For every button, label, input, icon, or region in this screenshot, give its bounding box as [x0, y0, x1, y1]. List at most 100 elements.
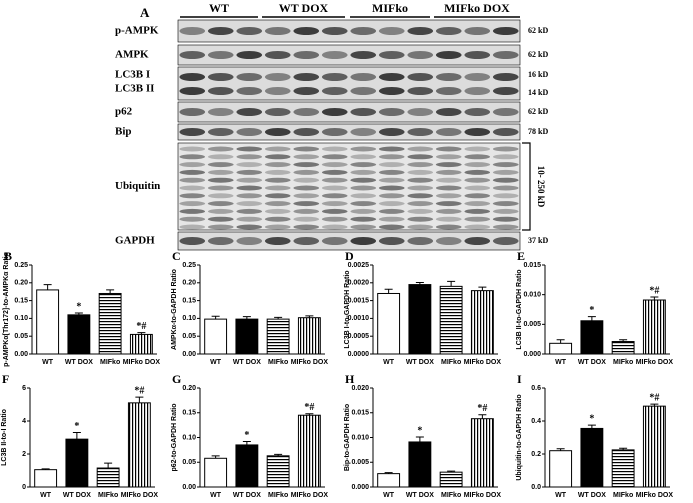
blot-band [350, 169, 377, 175]
panel-label: E [517, 249, 525, 263]
y-axis-label: p-AMPKα[Thr172]-to-AMPKα Ratio [3, 252, 10, 367]
error-bar [478, 414, 487, 419]
blot-band [236, 154, 263, 160]
y-tick-label: 0.15 [182, 297, 196, 304]
panel-label: B [4, 249, 12, 263]
blot-band [321, 128, 348, 136]
size-label: 16 kD [528, 70, 548, 79]
blot-band [350, 177, 377, 183]
x-tick-label: WT [555, 492, 567, 499]
significance: *# [134, 385, 144, 396]
blot-band [492, 162, 519, 168]
error-bar [384, 288, 393, 294]
blot-band [378, 128, 405, 136]
x-tick-label: MIFko DOX [121, 492, 159, 499]
blot-band [179, 169, 206, 175]
error-bar [106, 289, 115, 294]
row-label: LC3B II [115, 83, 154, 95]
blot-band [236, 193, 263, 199]
error-bar [74, 312, 83, 315]
blot-band [492, 128, 519, 136]
error-bar [384, 472, 393, 474]
blot-band [378, 108, 405, 116]
bar [266, 455, 290, 488]
error-bar [587, 316, 596, 321]
error-bar [135, 396, 144, 403]
blot-band [236, 128, 263, 136]
y-tick-label: 0 [22, 484, 26, 491]
blot-band [264, 169, 291, 175]
bar [129, 333, 153, 355]
bar [235, 444, 259, 488]
y-tick-label: 0.0020 [348, 280, 370, 287]
blot-band [350, 27, 377, 35]
blot-band [264, 177, 291, 183]
blot-band [321, 224, 348, 230]
blot-band [378, 177, 405, 183]
blot-band [350, 216, 377, 222]
y-axis-label: Bip-to-GAPDH Ratio [344, 404, 351, 471]
blot-band [492, 216, 519, 222]
bar [204, 457, 228, 488]
x-tick-label: WT [555, 359, 567, 366]
blot-band [492, 51, 519, 59]
blot-band [464, 208, 491, 214]
blot-band [236, 208, 263, 214]
y-tick-label: 0.00 [14, 351, 28, 358]
size-label: 62 kD [528, 50, 548, 59]
blot-band [321, 185, 348, 191]
y-tick-label: 0.010 [523, 292, 541, 299]
blot-band [264, 154, 291, 160]
blot-band [264, 108, 291, 116]
blot-band [378, 185, 405, 191]
blot-band [407, 237, 434, 245]
panel-label: H [345, 372, 355, 386]
y-axis-label: LC3B II-to-GAPDH Ratio [516, 269, 523, 349]
x-tick-label: MIFko [98, 492, 118, 499]
blot-band [207, 177, 234, 183]
blot-band [464, 216, 491, 222]
error-bar [41, 468, 50, 470]
blot-band [435, 154, 462, 160]
blot-band [435, 128, 462, 136]
blot-band [179, 154, 206, 160]
bar [34, 469, 58, 488]
blot-band [492, 27, 519, 35]
blot-band [321, 201, 348, 207]
blot-band [179, 162, 206, 168]
bar [580, 427, 604, 488]
y-tick-label: 0.20 [182, 385, 196, 392]
blot-band [407, 208, 434, 214]
blot-band [350, 162, 377, 168]
row-label: LC3B I [115, 69, 150, 81]
blot-band [236, 162, 263, 168]
blot-band [293, 185, 320, 191]
blot-band [492, 208, 519, 214]
x-tick-label: MIFko DOX [464, 492, 502, 499]
panel-label: C [172, 249, 181, 263]
y-tick-label: 0.000 [351, 484, 369, 491]
x-tick-label: WT DOX [233, 359, 261, 366]
blot-band [435, 162, 462, 168]
y-tick-label: 2 [22, 451, 26, 458]
size-label: 62 kD [528, 26, 548, 35]
size-label: 62 kD [528, 107, 548, 116]
bar [204, 318, 228, 355]
blot-band [179, 208, 206, 214]
blot-strip [177, 44, 521, 66]
blot-band [464, 51, 491, 59]
bar [408, 441, 432, 488]
row-label: GAPDH [115, 235, 155, 247]
x-tick-label: WT [383, 492, 395, 499]
x-tick-label: WT DOX [406, 492, 434, 499]
blot-band [435, 216, 462, 222]
y-axis-label: LC3B I-to-GAPDH Ratio [344, 270, 351, 348]
blot-band [378, 237, 405, 245]
blot-band [321, 146, 348, 152]
blot-band [407, 177, 434, 183]
blot-band [236, 73, 263, 81]
group-label: MIFko DOX [444, 1, 510, 15]
error-bar [305, 315, 314, 318]
blot-band [435, 27, 462, 35]
error-bar [137, 332, 146, 335]
